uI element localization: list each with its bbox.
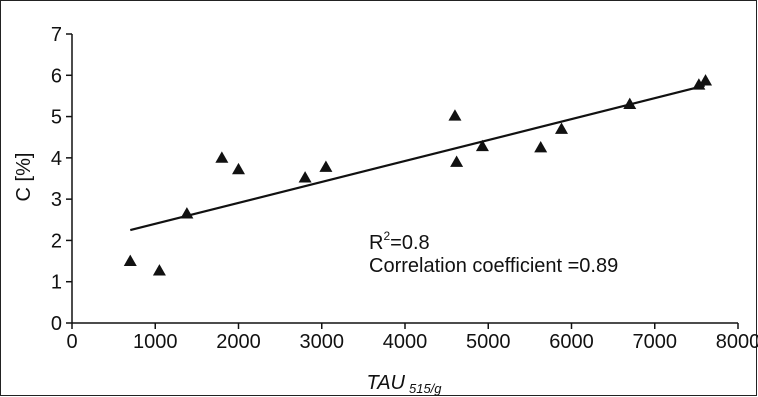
y-tick-label: 7 [51,24,62,46]
data-point-triangle [232,162,245,175]
data-point-triangle [180,207,194,219]
x-tick-label: 0 [66,331,77,353]
trendline-group [130,84,705,232]
data-point-triangle [475,139,489,152]
data-point-triangle [692,78,706,90]
y-tick-label: 1 [51,272,62,294]
y-tick-label: 0 [51,313,62,335]
x-tick-label: 1000 [133,331,178,353]
x-axis-title-subscript: 515/g [409,381,442,396]
data-point-triangle [152,264,166,276]
x-tick-label: 5000 [466,331,511,353]
x-tick-label: 6000 [549,331,594,353]
x-tick-label: 3000 [300,331,345,353]
data-point-triangle [555,122,569,134]
trendline [130,84,705,232]
x-tick-label: 8000 [716,331,758,353]
data-point-triangle [123,254,137,266]
data-point-triangle [623,97,637,110]
y-tick-label: 5 [51,107,62,129]
data-point-triangle [450,155,464,167]
data-point-triangle [448,109,462,121]
r-squared-value: =0.8 [390,232,429,254]
x-axis-title-main: TAU [366,372,405,394]
r-squared-symbol: R [369,232,383,254]
r-squared-annotation: R2=0.8 [369,229,430,254]
data-point-triangle [699,74,713,86]
x-tick-label: 7000 [633,331,678,353]
x-axis-ticks: 0 1000 2000 3000 4000 5000 6000 7000 8000 [66,323,758,353]
y-tick-label: 6 [51,65,62,87]
y-axis-title: C [%] [13,153,35,202]
x-axis-title: TAU 515/g [366,372,442,396]
y-tick-label: 4 [51,148,62,170]
data-point-triangle [298,171,312,183]
data-point-triangle [215,151,229,163]
y-axis-ticks: 0 1 2 3 4 5 6 7 [51,24,72,335]
x-tick-label: 2000 [216,331,261,353]
x-tick-label: 4000 [383,331,428,353]
data-point-triangle [319,160,333,172]
data-points [123,74,713,276]
r-squared-superscript: 2 [383,229,390,243]
y-tick-label: 2 [51,230,62,252]
data-point-triangle [534,141,548,153]
correlation-annotation: Correlation coefficient =0.89 [369,255,618,277]
y-tick-label: 3 [51,189,62,211]
